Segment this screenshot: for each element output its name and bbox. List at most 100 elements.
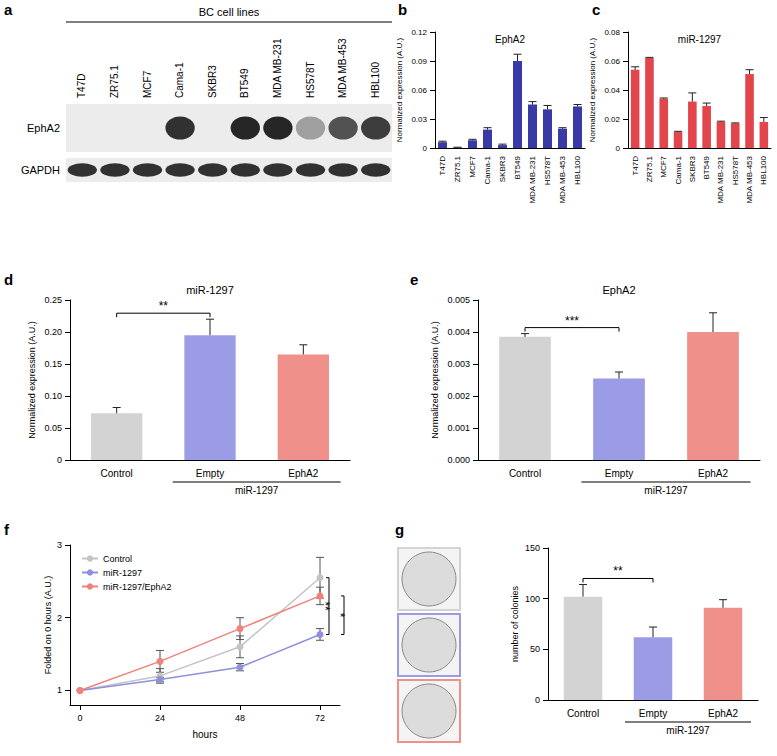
svg-text:**: **	[613, 564, 623, 578]
svg-text:number of colonies: number of colonies	[510, 585, 520, 662]
svg-text:ZR75.1: ZR75.1	[645, 155, 654, 182]
svg-text:0.06: 0.06	[411, 86, 427, 95]
svg-text:Control: Control	[101, 468, 133, 479]
svg-text:0.005: 0.005	[447, 295, 470, 305]
svg-text:0.02: 0.02	[604, 115, 620, 124]
svg-text:3: 3	[57, 540, 62, 550]
svg-text:*: *	[333, 613, 347, 618]
svg-text:miR-1297: miR-1297	[666, 725, 710, 736]
svg-text:2: 2	[57, 613, 62, 623]
svg-text:SKBR3: SKBR3	[498, 155, 507, 182]
svg-text:0.15: 0.15	[44, 359, 62, 369]
svg-text:EphA2: EphA2	[698, 468, 728, 479]
svg-text:Empty: Empty	[605, 468, 633, 479]
svg-text:miR-1297: miR-1297	[678, 34, 722, 45]
svg-text:BT549: BT549	[702, 155, 711, 179]
svg-text:0.20: 0.20	[44, 327, 62, 337]
svg-text:Cama-1: Cama-1	[674, 155, 683, 184]
svg-text:Control: Control	[567, 708, 599, 719]
svg-text:SKBR3: SKBR3	[688, 155, 697, 182]
svg-text:0.10: 0.10	[44, 391, 62, 401]
svg-text:Folded on 0 hours (A.U.): Folded on 0 hours (A.U.)	[43, 576, 53, 675]
svg-text:0.06: 0.06	[604, 57, 620, 66]
svg-text:Normalized expression (A.U.): Normalized expression (A.U.)	[430, 321, 440, 439]
svg-text:a: a	[4, 1, 13, 18]
svg-text:0.12: 0.12	[411, 28, 427, 37]
svg-text:48: 48	[235, 713, 245, 723]
svg-text:T47D: T47D	[438, 156, 447, 176]
svg-text:BC cell lines: BC cell lines	[199, 6, 260, 18]
svg-text:b: b	[398, 1, 407, 18]
svg-text:0.003: 0.003	[447, 359, 470, 369]
svg-text:0: 0	[535, 695, 540, 705]
svg-text:MDA MB-231: MDA MB-231	[528, 155, 537, 203]
svg-text:Empty: Empty	[196, 468, 224, 479]
svg-text:MCF7: MCF7	[468, 155, 477, 177]
svg-text:0.08: 0.08	[604, 28, 620, 37]
svg-text:miR-1297: miR-1297	[235, 485, 279, 496]
svg-text:0: 0	[77, 713, 82, 723]
svg-text:BT549: BT549	[513, 155, 522, 179]
svg-text:MDA MB-453: MDA MB-453	[745, 155, 754, 203]
svg-text:0.000: 0.000	[447, 455, 470, 465]
svg-text:Normalized expression (A.U.): Normalized expression (A.U.)	[27, 321, 37, 439]
svg-text:1: 1	[57, 685, 62, 695]
svg-text:0.03: 0.03	[411, 115, 427, 124]
svg-text:0.04: 0.04	[604, 86, 620, 95]
svg-text:0: 0	[57, 455, 62, 465]
svg-text:MDA MB-453: MDA MB-453	[558, 155, 567, 203]
svg-text:MCF7: MCF7	[142, 70, 153, 98]
svg-text:HS578T: HS578T	[543, 156, 552, 185]
svg-text:EphA2: EphA2	[708, 708, 738, 719]
svg-text:SKBR3: SKBR3	[207, 65, 218, 98]
svg-text:HS578T: HS578T	[305, 61, 316, 98]
svg-text:0.004: 0.004	[447, 327, 470, 337]
svg-text:0.09: 0.09	[411, 57, 427, 66]
svg-text:HBL100: HBL100	[370, 61, 381, 98]
svg-text:f: f	[4, 521, 10, 538]
svg-text:0: 0	[423, 144, 428, 153]
svg-text:50: 50	[530, 644, 540, 654]
svg-text:T47D: T47D	[76, 74, 87, 98]
svg-text:0.25: 0.25	[44, 295, 62, 305]
svg-text:miR-1297: miR-1297	[186, 284, 234, 296]
svg-text:HBL100: HBL100	[759, 155, 768, 184]
svg-text:0.002: 0.002	[447, 391, 470, 401]
svg-text:0.05: 0.05	[44, 423, 62, 433]
svg-text:100: 100	[525, 594, 540, 604]
svg-text:hours: hours	[192, 729, 217, 740]
svg-text:GAPDH: GAPDH	[21, 164, 60, 176]
svg-text:Control: Control	[103, 554, 132, 564]
svg-text:T47D: T47D	[631, 156, 640, 176]
svg-text:Empty: Empty	[639, 708, 667, 719]
svg-text:***: ***	[565, 314, 579, 328]
svg-text:MDA MB-231: MDA MB-231	[272, 38, 283, 98]
svg-text:MCF7: MCF7	[659, 155, 668, 177]
svg-text:c: c	[592, 1, 600, 18]
svg-text:g: g	[395, 521, 404, 538]
svg-text:EphA2: EphA2	[602, 284, 635, 296]
svg-text:HBL100: HBL100	[573, 155, 582, 184]
svg-text:ZR75.1: ZR75.1	[109, 65, 120, 98]
svg-text:Cama-1: Cama-1	[483, 155, 492, 184]
svg-text:**: **	[318, 601, 332, 611]
svg-text:0.001: 0.001	[447, 423, 470, 433]
svg-text:24: 24	[155, 713, 165, 723]
svg-text:miR-1297: miR-1297	[644, 485, 688, 496]
svg-text:d: d	[4, 271, 13, 288]
svg-text:MDA MB-231: MDA MB-231	[716, 155, 725, 203]
svg-text:0: 0	[616, 144, 621, 153]
svg-text:BT549: BT549	[239, 68, 250, 98]
svg-text:Control: Control	[509, 468, 541, 479]
svg-text:**: **	[159, 299, 169, 313]
svg-text:Cama-1: Cama-1	[174, 62, 185, 98]
svg-text:e: e	[410, 271, 418, 288]
svg-text:EphA2: EphA2	[288, 468, 318, 479]
svg-text:ZR75.1: ZR75.1	[453, 155, 462, 182]
svg-text:Normalized expression (A.U.): Normalized expression (A.U.)	[588, 37, 597, 142]
svg-text:HS578T: HS578T	[731, 156, 740, 185]
svg-text:EphA2: EphA2	[27, 122, 60, 134]
svg-text:MDA MB-453: MDA MB-453	[337, 38, 348, 98]
svg-text:miR-1297: miR-1297	[103, 568, 142, 578]
svg-text:Normalized expression (A.U.): Normalized expression (A.U.)	[395, 37, 404, 142]
